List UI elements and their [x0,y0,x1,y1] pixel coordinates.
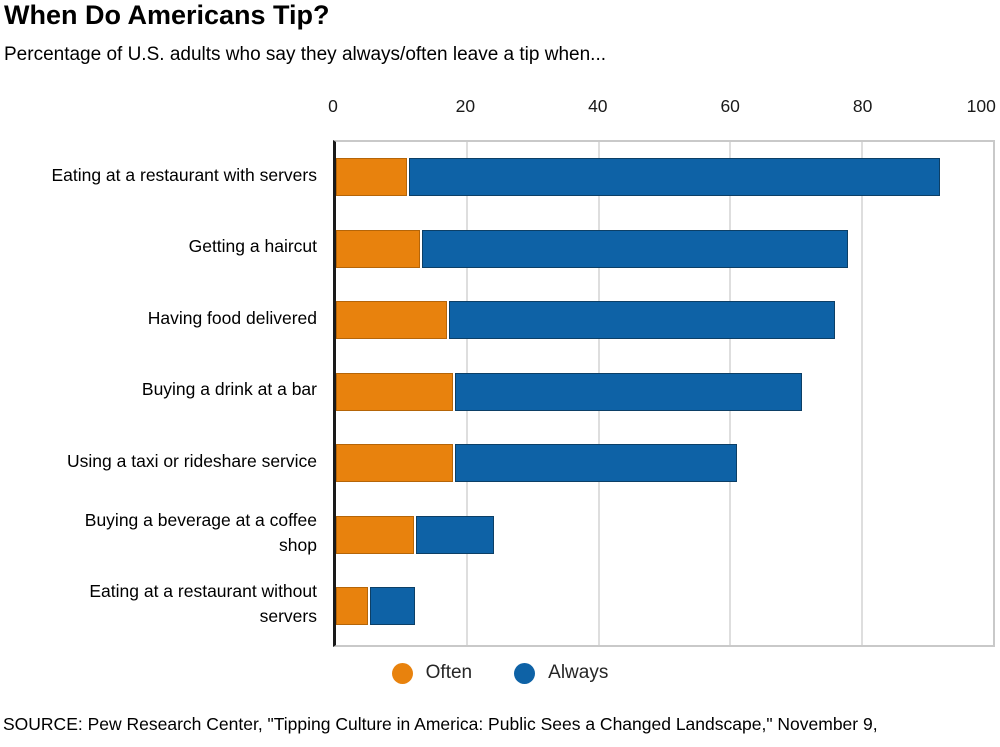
bar-segment-often [336,372,454,411]
legend-item-always: Always [514,662,608,684]
x-tick-label-60: 60 [720,96,740,116]
bar-segment-always [455,444,737,482]
chart-title: When Do Americans Tip? [4,0,330,30]
bar-segment-always [422,229,849,268]
bar-segment-often [336,587,368,625]
x-axis-tick-labels: 0 20 40 60 80 100 [328,93,996,119]
bar-row [336,229,993,268]
legend: Often Always [0,662,1000,684]
gridline-80 [860,142,863,645]
category-label: Buying a drink at a bar [141,379,317,399]
bar-segment-often [336,158,408,196]
bar-row [336,515,993,554]
bar-segment-always [455,372,803,411]
bar-segment-always [448,301,836,339]
x-tick-label-0: 0 [328,96,338,116]
x-tick-label-100: 100 [966,96,996,116]
bar-row [336,372,993,411]
chart-subtitle: Percentage of U.S. adults who say they a… [4,44,607,65]
legend-item-often: Often [391,662,473,684]
legend-dot-icon [391,662,413,684]
category-label: Eating at a restaurant with servers [51,164,317,185]
bar-segment-often [336,229,421,268]
category-labels: Eating at a restaurant with servers Getti… [0,140,325,647]
bar-segment-often [336,444,454,482]
category-label: Eating at a restaurant without servers [89,581,317,626]
bar-row [336,444,993,482]
source-note: SOURCE: Pew Research Center, "Tipping Cu… [3,714,878,734]
x-tick-label-80: 80 [852,96,873,116]
legend-dot-icon [514,662,536,684]
bar-row [336,587,993,625]
bar-segment-often [336,515,414,554]
bar-segment-always [369,587,415,625]
bar-segment-always [409,158,941,196]
bar-segment-always [415,515,494,554]
plot-area [333,140,995,647]
category-label: Having food delivered [147,307,317,328]
legend-label: Often [425,662,473,683]
category-label: Getting a haircut [188,236,317,256]
bar-segment-often [336,301,447,339]
x-tick-label-40: 40 [588,96,608,116]
bar-row [336,158,993,196]
bar-row [336,301,993,339]
category-label: Buying a beverage at a coffee shop [84,509,317,555]
category-label: Using a taxi or rideshare service [67,450,317,471]
legend-label: Always [548,662,609,683]
x-tick-label-20: 20 [455,96,476,116]
